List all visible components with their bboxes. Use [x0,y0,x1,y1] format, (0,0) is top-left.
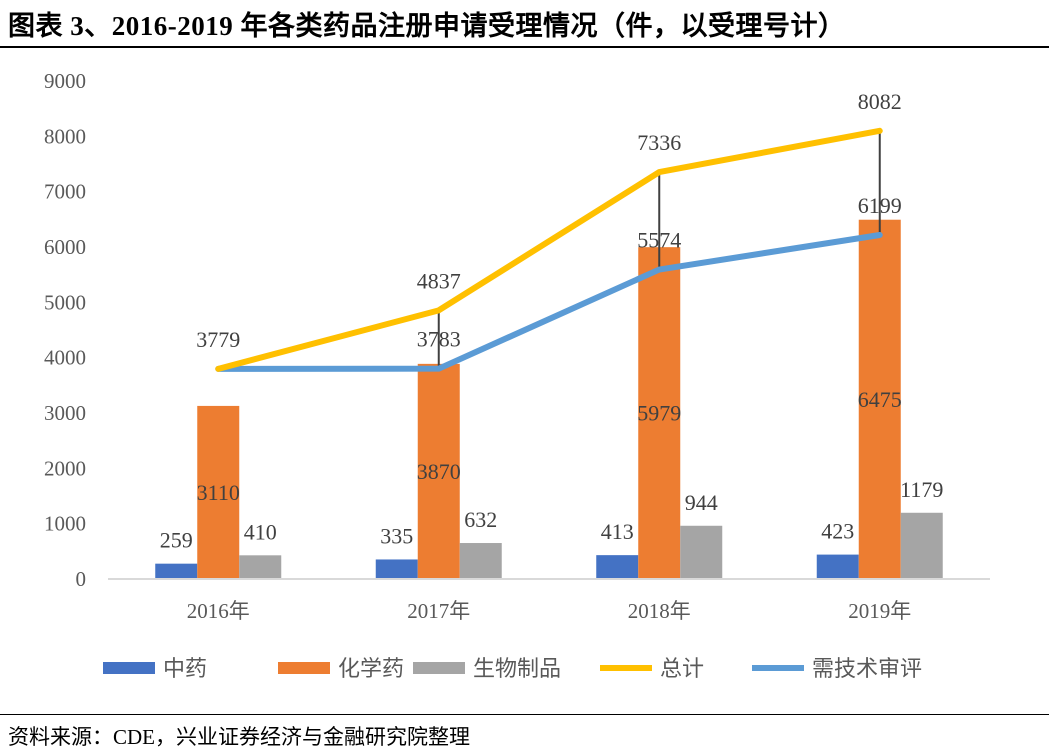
bar-化学药 [858,219,901,578]
bar-生物制品 [239,555,282,578]
bar-中药 [155,563,198,578]
bar-data-label: 259 [160,528,193,553]
source-note: 资料来源：CDE，兴业证券经济与金融研究院整理 [8,725,470,749]
bar-data-label: 632 [464,507,497,532]
bar-中药 [596,555,639,578]
bar-data-label: 335 [380,523,413,548]
legend-swatch-中药 [103,662,155,674]
y-tick-label: 3000 [44,401,86,425]
x-tick-label: 2016年 [187,599,250,623]
chart-title: 图表 3、2016-2019 年各类药品注册申请受理情况（件，以受理号计） [8,11,846,41]
bar-中药 [816,554,859,578]
bar-data-label: 3110 [197,480,240,505]
line-总计 [215,127,883,372]
bar-data-label: 6475 [858,387,902,412]
x-tick-label: 2019年 [848,599,911,623]
y-tick-label: 8000 [44,124,86,148]
y-tick-label: 5000 [44,290,86,314]
y-tick-label: 9000 [44,69,86,93]
legend-swatch-化学药 [278,662,330,674]
line-data-label: 7336 [637,130,681,155]
bar-data-label: 5979 [637,401,681,426]
source-divider [0,714,1049,715]
line-data-label: 8082 [858,89,902,114]
y-tick-label: 7000 [44,180,86,204]
y-tick-label: 1000 [44,512,86,536]
bar-data-label: 944 [685,490,718,515]
x-tick-label: 2017年 [407,599,470,623]
y-tick-label: 6000 [44,235,86,259]
bar-生物制品 [680,525,723,578]
bar-生物制品 [459,543,502,578]
line-data-label: 6199 [858,193,902,218]
bar-化学药 [638,247,681,579]
y-tick-label: 0 [76,567,87,591]
y-tick-label: 4000 [44,346,86,370]
bar-data-label: 413 [601,519,634,544]
bar-中药 [375,559,418,578]
line-需技术审评 [215,231,883,372]
title-divider [0,46,1049,48]
chart: 0 1000 2000 3000 4000 5000 6000 7000 8000 9000 201… [44,69,990,681]
legend-label: 总计 [660,656,704,681]
bar-data-label: 3870 [417,459,461,484]
bar-data-label: 423 [821,519,854,544]
bar-化学药 [197,405,240,578]
line-data-label: 3783 [417,327,461,352]
bar-data-label: 410 [244,519,277,544]
bar-生物制品 [900,512,943,578]
bar-data-label: 1179 [900,477,943,502]
legend-label: 中药 [163,656,207,681]
bar-化学药 [417,363,460,578]
line-data-label: 4837 [417,268,461,293]
x-tick-label: 2018年 [628,599,691,623]
legend-label: 生物制品 [473,656,561,681]
legend-label: 需技术审评 [812,656,922,681]
y-tick-label: 2000 [44,456,86,480]
line-data-label: 3779 [196,327,240,352]
legend-label: 化学药 [338,656,404,681]
line-data-label: 5574 [637,228,681,253]
legend-swatch-生物制品 [413,662,465,674]
